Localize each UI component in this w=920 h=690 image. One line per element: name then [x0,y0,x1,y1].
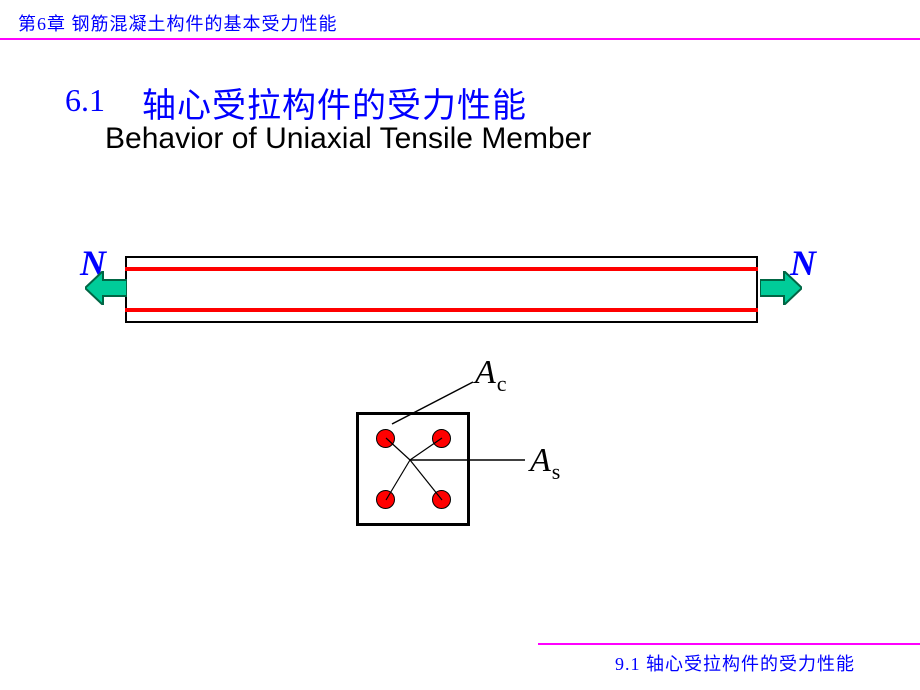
rebar-dot [432,490,451,509]
label-ac-sub: c [497,371,507,396]
rebar-bottom [125,308,758,312]
cross-section-outline [356,412,470,526]
label-as: As [530,442,560,485]
rebar-dot [376,429,395,448]
label-ac-sym: A [475,354,496,391]
section-title-cn: 轴心受拉构件的受力性能 [142,78,527,127]
footer-text: 9.1 轴心受拉构件的受力性能 [615,650,855,676]
force-arrow-left [85,271,127,305]
label-as-sym: A [530,442,551,479]
section-number: 6.1 [65,82,105,119]
rebar-dot [432,429,451,448]
rebar-dot [376,490,395,509]
rebar-top [125,267,758,271]
chapter-header: 第6章 钢筋混凝土构件的基本受力性能 [18,10,338,36]
label-ac: Ac [475,354,507,397]
footer-rule [538,643,920,645]
label-as-sub: s [552,459,561,484]
section-title-en: Behavior of Uniaxial Tensile Member [105,122,591,156]
force-arrow-right [760,271,802,305]
header-rule [0,38,920,40]
